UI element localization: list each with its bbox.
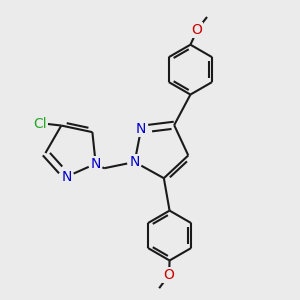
Text: N: N [130,155,140,169]
Text: O: O [191,23,202,37]
Text: N: N [61,170,72,184]
Text: N: N [136,122,146,136]
Text: N: N [91,157,101,171]
Text: Cl: Cl [33,117,46,131]
Text: O: O [164,268,174,282]
